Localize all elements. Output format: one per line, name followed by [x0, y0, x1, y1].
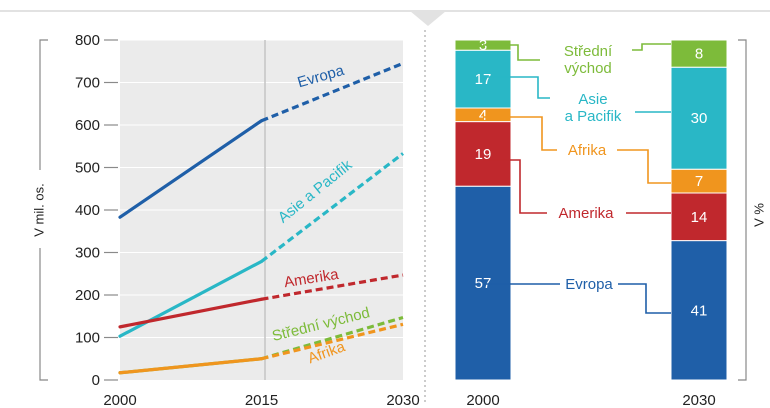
connector-stredni-vychod [483, 43, 671, 61]
series-line-projection [260, 61, 404, 123]
x-tick-label: 2030 [386, 392, 419, 408]
bar-value-label: 7 [695, 173, 703, 190]
bar-segment [670, 192, 728, 242]
percent-axis-label-bg [750, 196, 770, 236]
bar-x-label: 2000 [466, 392, 499, 408]
label-asie-a-pacifik: Asie a Pacifik [565, 91, 622, 125]
y-axis-label: V mil. os. [31, 183, 46, 236]
bar-segment [454, 49, 512, 109]
line-series [118, 61, 404, 375]
x-tick-label: 2015 [245, 392, 278, 408]
y-axis-ticks: 0 100 200 300 400 500 600 700 800 [75, 32, 118, 389]
label-evropa: Evropa [565, 276, 613, 293]
connector-amerika [483, 159, 671, 214]
bar-segment [454, 121, 512, 187]
y-tick-label: 800 [75, 32, 100, 49]
percent-axis-label: V % [751, 203, 766, 227]
connector-afrika [483, 116, 671, 184]
grid-lines [120, 39, 403, 338]
label-amerika: Amerika [558, 205, 614, 222]
bar-x-label: 2030 [682, 392, 715, 408]
connector-evropa [483, 283, 671, 314]
connectors [483, 43, 671, 314]
y-tick-label: 400 [75, 202, 100, 219]
percent-axis-bracket [738, 39, 747, 381]
y-tick-label: 600 [75, 117, 100, 134]
x-axis-ticks: 2000 2015 2030 [103, 392, 419, 408]
bar-value-label: 17 [475, 71, 492, 88]
series-line-projection [261, 322, 404, 361]
series-line-projection [260, 152, 404, 263]
x-tick-label: 2000 [103, 392, 136, 408]
bar-segment [454, 185, 512, 381]
bar-value-label: 30 [691, 110, 708, 127]
series-line-projection [261, 273, 404, 301]
bar-x-axis-labels: 2000 2030 [466, 392, 715, 408]
bar-value-label: 14 [691, 209, 708, 226]
series-line-actual [118, 119, 264, 219]
top-notch [410, 11, 446, 26]
bar-value-label: 4 [479, 107, 487, 124]
label-afrika: Afrika [568, 142, 607, 159]
y-tick-label: 500 [75, 160, 100, 177]
y-axis-label-bg [26, 170, 54, 248]
series-line-actual [118, 357, 264, 375]
y-tick-label: 200 [75, 287, 100, 304]
bar-segment [670, 66, 728, 170]
bar-segment [670, 240, 728, 381]
bar-value-label: 41 [691, 302, 708, 319]
y-tick-label: 0 [92, 372, 100, 389]
series-line-actual [118, 297, 264, 329]
bar-segment [670, 39, 728, 68]
connector-asie-a-pacifik [483, 76, 671, 113]
y-tick-label: 700 [75, 75, 100, 92]
bar-value-label: 8 [695, 46, 703, 63]
y-tick-label: 300 [75, 245, 100, 262]
label-stredni-vychod: Střední východ [564, 43, 613, 77]
line-chart: 0 100 200 300 400 500 600 700 800 2000 2015 2030 V… [26, 32, 420, 408]
bar-value-label: 19 [475, 146, 492, 163]
y-tick-label: 100 [75, 330, 100, 347]
